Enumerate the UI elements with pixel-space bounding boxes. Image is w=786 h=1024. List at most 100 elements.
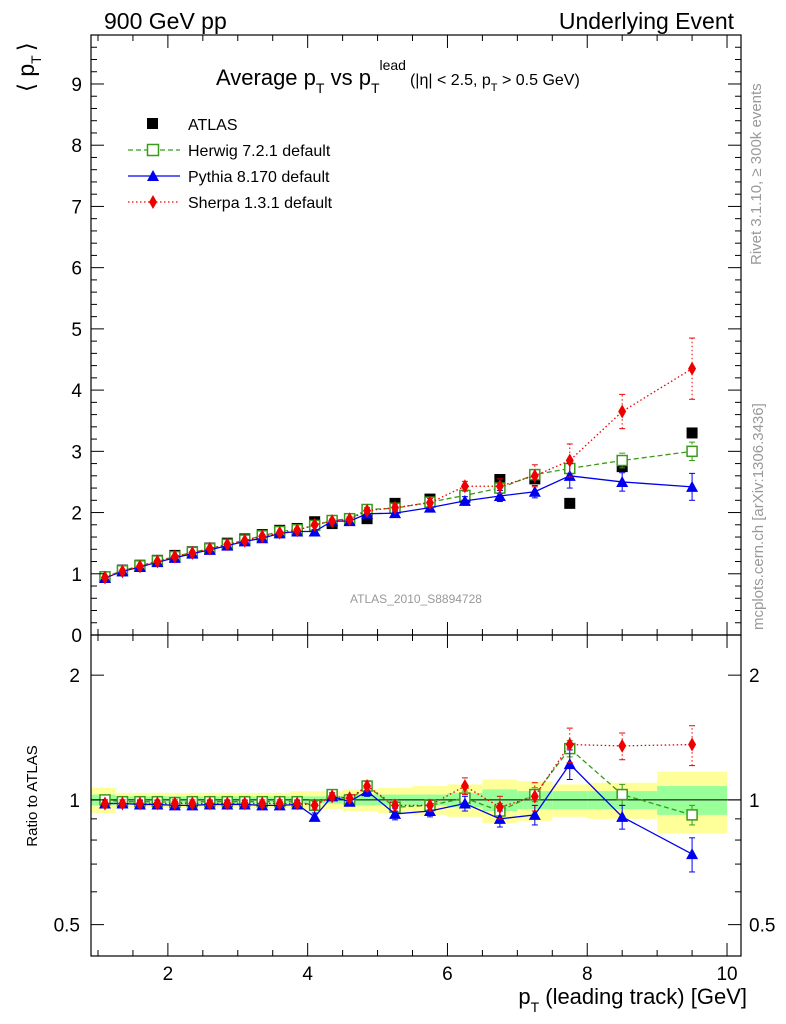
data-point-atlas bbox=[686, 427, 698, 439]
ylabel-top-close: ⟩ bbox=[13, 42, 39, 51]
data-point-pythia bbox=[616, 810, 629, 822]
data-point-sherpa bbox=[153, 554, 162, 569]
data-point-sherpa bbox=[258, 529, 267, 544]
title-cuts-a: (|η| < 2.5, p bbox=[410, 72, 491, 89]
legend: ATLAS Herwig 7.2.1 default Pythia 8.170 … bbox=[128, 117, 333, 212]
xlabel-sub: T bbox=[531, 999, 540, 1015]
legend-pythia-marker bbox=[147, 170, 159, 181]
data-point-atlas bbox=[564, 497, 576, 509]
ylabel-top-open: ⟨ p bbox=[13, 64, 39, 92]
data-point-sherpa bbox=[293, 796, 302, 811]
main-series bbox=[98, 337, 699, 585]
data-point-sherpa bbox=[258, 796, 267, 811]
data-point-sherpa bbox=[275, 796, 284, 811]
data-point-sherpa bbox=[310, 798, 319, 813]
data-point-herwig bbox=[616, 454, 628, 467]
data-point-herwig bbox=[686, 445, 698, 458]
data-point-pythia bbox=[458, 797, 471, 809]
ytick-label-main: 4 bbox=[71, 381, 82, 402]
title-vs-sub: T bbox=[371, 80, 380, 96]
data-point-sherpa bbox=[460, 779, 469, 794]
data-point-sherpa bbox=[153, 796, 162, 811]
data-point-pythia bbox=[616, 475, 629, 487]
data-point-sherpa bbox=[391, 798, 400, 813]
header-right: Underlying Event bbox=[559, 8, 735, 34]
xtick-label: 4 bbox=[302, 964, 313, 985]
data-point-sherpa bbox=[363, 503, 372, 518]
series-line-sherpa bbox=[104, 743, 693, 808]
ytick-label-ratio: 2 bbox=[69, 666, 80, 687]
title-main-sub: T bbox=[316, 80, 325, 96]
data-point-sherpa bbox=[205, 541, 214, 556]
data-point-sherpa bbox=[425, 798, 434, 813]
data-point-sherpa bbox=[565, 453, 574, 468]
data-point-pythia bbox=[528, 808, 541, 820]
series-line-pythia bbox=[104, 475, 693, 579]
plot-title: Average pT vs pTlead(|η| < 2.5, pT > 0.5… bbox=[216, 57, 580, 96]
data-point-pythia bbox=[493, 490, 506, 502]
title-vs-sup: lead bbox=[380, 57, 406, 73]
data-point-sherpa bbox=[170, 549, 179, 564]
ytick-label-main: 3 bbox=[71, 442, 82, 463]
data-point-sherpa bbox=[460, 479, 469, 494]
axis-ticks bbox=[91, 34, 741, 956]
xtick-label: 8 bbox=[582, 964, 593, 985]
data-point-pythia bbox=[563, 758, 576, 770]
ytick-label-ratio-right: 2 bbox=[749, 666, 760, 687]
xtick-label: 10 bbox=[716, 964, 737, 985]
data-point-sherpa bbox=[363, 779, 372, 794]
data-point-sherpa bbox=[118, 564, 127, 579]
data-point-sherpa bbox=[565, 737, 574, 752]
data-point-sherpa bbox=[223, 537, 232, 552]
data-point-sherpa bbox=[345, 791, 354, 806]
data-point-herwig bbox=[616, 788, 628, 801]
data-point-pythia bbox=[389, 807, 402, 819]
legend-atlas-marker bbox=[147, 118, 158, 129]
data-point-pythia bbox=[686, 480, 699, 492]
legend-pythia-label: Pythia 8.170 default bbox=[188, 169, 330, 186]
data-point-sherpa bbox=[328, 514, 337, 529]
header-left: 900 GeV pp bbox=[104, 8, 227, 34]
ytick-label-main: 7 bbox=[71, 197, 82, 218]
watermark-analysis: ATLAS_2010_S8894728 bbox=[350, 592, 482, 606]
xlabel-rest: (leading track) [GeV] bbox=[539, 984, 747, 1009]
data-point-sherpa bbox=[188, 796, 197, 811]
xlabel: pT (leading track) [GeV] bbox=[518, 984, 747, 1015]
ytick-label-main: 2 bbox=[71, 504, 82, 525]
ytick-label-main: 0 bbox=[71, 626, 82, 647]
data-point-sherpa bbox=[135, 796, 144, 811]
xtick-label: 6 bbox=[442, 964, 453, 985]
data-point-sherpa bbox=[310, 517, 319, 532]
data-point-sherpa bbox=[328, 789, 337, 804]
mcplots-label: mcplots.cern.ch [arXiv:1306.3436] bbox=[750, 403, 767, 630]
data-point-pythia bbox=[528, 485, 541, 497]
data-point-sherpa bbox=[345, 512, 354, 527]
ytick-label-ratio-right: 1 bbox=[749, 791, 760, 812]
legend-sherpa-marker bbox=[149, 195, 157, 209]
data-point-sherpa bbox=[618, 738, 627, 753]
data-point-pythia bbox=[308, 810, 321, 822]
data-point-sherpa bbox=[223, 796, 232, 811]
data-point-sherpa bbox=[530, 789, 539, 804]
data-point-sherpa bbox=[118, 796, 127, 811]
data-point-sherpa bbox=[135, 559, 144, 574]
data-point-sherpa bbox=[391, 500, 400, 515]
legend-herwig-label: Herwig 7.2.1 default bbox=[188, 143, 331, 160]
data-point-sherpa bbox=[170, 796, 179, 811]
ytick-label-ratio-right: 0.5 bbox=[749, 916, 775, 937]
data-point-sherpa bbox=[688, 361, 697, 376]
data-point-sherpa bbox=[495, 800, 504, 815]
ylabel-top: ⟨ pT ⟩ bbox=[13, 42, 44, 92]
ytick-label-main: 1 bbox=[71, 565, 82, 586]
data-point-pythia bbox=[458, 494, 471, 506]
data-point-sherpa bbox=[240, 533, 249, 548]
data-point-sherpa bbox=[688, 737, 697, 752]
ylabel-top-sub: T bbox=[28, 55, 44, 64]
ratio-frame bbox=[90, 634, 742, 957]
data-point-sherpa bbox=[618, 404, 627, 419]
title-main: Average p bbox=[216, 65, 316, 90]
rivet-label: Rivet 3.1.10, ≥ 300k events bbox=[748, 83, 765, 265]
legend-sherpa-label: Sherpa 1.3.1 default bbox=[188, 195, 333, 212]
title-vs: vs p bbox=[324, 65, 370, 90]
